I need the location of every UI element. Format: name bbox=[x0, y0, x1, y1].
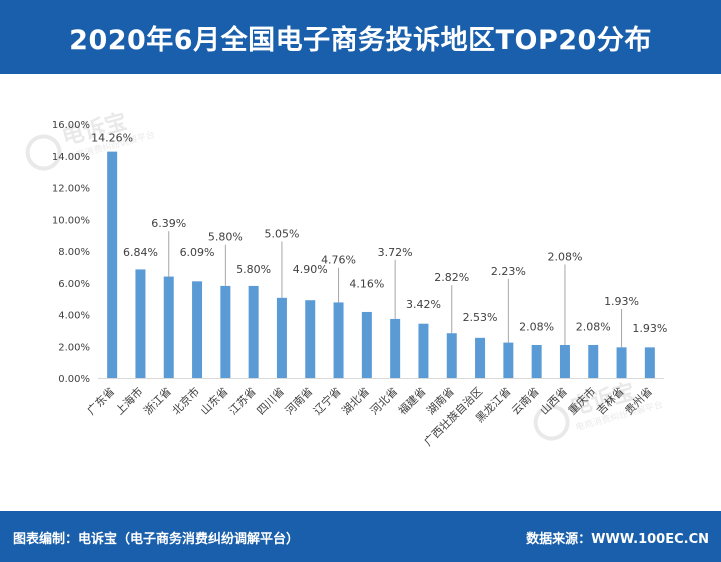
y-axis: 0.00%2.00%4.00%6.00%8.00%10.00%12.00%14.… bbox=[52, 120, 664, 385]
y-tick-label: 0.00% bbox=[58, 374, 90, 385]
value-label: 2.82% bbox=[434, 271, 469, 284]
bar-7 bbox=[276, 297, 287, 378]
bar-13 bbox=[446, 333, 457, 378]
x-tick-label: 浙江省 bbox=[141, 385, 174, 418]
value-label: 3.72% bbox=[378, 246, 413, 259]
x-tick-label: 上海市 bbox=[112, 384, 145, 417]
bar-19 bbox=[616, 347, 627, 378]
bar-14 bbox=[475, 337, 486, 378]
watermark-icon bbox=[25, 134, 62, 171]
y-tick-label: 12.00% bbox=[52, 184, 90, 195]
value-label: 4.76% bbox=[321, 254, 356, 267]
y-tick-label: 10.00% bbox=[52, 215, 90, 226]
y-tick-label: 4.00% bbox=[58, 311, 90, 322]
value-label: 5.05% bbox=[264, 228, 299, 241]
value-label: 2.08% bbox=[547, 251, 582, 264]
x-tick-label: 北京市 bbox=[169, 384, 202, 417]
chart-area: 电诉宝 电商消费纠纷调解平台 电诉宝 电商消费纠纷调解平台 0.00% 2.00% 4.0… bbox=[0, 74, 721, 511]
watermark-icon bbox=[533, 404, 570, 441]
bar-11 bbox=[390, 318, 401, 378]
x-tick-label: 广东省 bbox=[85, 385, 118, 418]
x-tick-label: 辽宁省 bbox=[310, 384, 343, 417]
footer-bar: 图表编制：电诉宝（电子商务消费纠纷调解平台） 数据来源：WWW.100EC.CN bbox=[0, 511, 721, 562]
bar-8 bbox=[305, 300, 316, 378]
value-label: 3.42% bbox=[406, 298, 441, 311]
value-label: 2.53% bbox=[463, 311, 498, 324]
value-label: 14.26% bbox=[91, 131, 133, 144]
y-tick-label: 2.00% bbox=[58, 342, 90, 353]
value-label: 2.08% bbox=[576, 320, 611, 333]
bar-15 bbox=[503, 342, 514, 378]
bar-4 bbox=[192, 281, 203, 378]
value-label: 4.16% bbox=[349, 278, 384, 291]
bar-16 bbox=[531, 344, 542, 378]
value-label: 6.09% bbox=[180, 246, 215, 259]
bars bbox=[107, 151, 655, 378]
x-tick-label: 山东省 bbox=[198, 385, 231, 418]
value-label: 2.08% bbox=[519, 320, 554, 333]
y-tick-label: 14.00% bbox=[52, 152, 90, 163]
x-tick-label: 福建省 bbox=[395, 384, 428, 417]
bar-10 bbox=[361, 311, 372, 378]
bar-1 bbox=[107, 151, 118, 378]
label-leader-lines bbox=[168, 231, 623, 348]
bar-5 bbox=[220, 285, 231, 378]
bar-20 bbox=[644, 347, 655, 378]
value-label: 2.23% bbox=[491, 265, 526, 278]
y-tick-label: 6.00% bbox=[58, 279, 90, 290]
x-tick-label: 河北省 bbox=[368, 385, 401, 418]
value-label: 6.39% bbox=[151, 217, 186, 230]
value-label: 6.84% bbox=[123, 246, 158, 259]
y-tick-label: 16.00% bbox=[52, 120, 90, 131]
footer-credit: 图表编制：电诉宝（电子商务消费纠纷调解平台） bbox=[13, 532, 300, 547]
bar-2 bbox=[135, 269, 146, 378]
bar-18 bbox=[588, 344, 599, 378]
value-label: 5.80% bbox=[208, 231, 243, 244]
value-label: 5.80% bbox=[236, 263, 271, 276]
value-label: 1.93% bbox=[632, 322, 667, 335]
value-labels: 14.26% 6.84% 6.39% 6.09% 5.80% 5.80% 5.05% 4.90… bbox=[91, 131, 667, 335]
bar-3 bbox=[163, 276, 174, 378]
bar-6 bbox=[248, 285, 259, 378]
x-tick-label: 湖北省 bbox=[339, 385, 372, 418]
bar-17 bbox=[559, 344, 570, 378]
bar-12 bbox=[418, 323, 429, 378]
value-label: 1.93% bbox=[604, 295, 639, 308]
value-label: 4.90% bbox=[293, 263, 328, 276]
x-tick-labels: 广东省上海市浙江省北京市山东省江苏省四川省河南省辽宁省湖北省河北省福建省湖南省广… bbox=[85, 384, 655, 448]
x-tick-label: 河南省 bbox=[283, 385, 316, 418]
chart-title: 2020年6月全国电子商务投诉地区TOP20分布 bbox=[69, 24, 652, 56]
footer-source: 数据来源：WWW.100EC.CN bbox=[526, 532, 709, 547]
x-tick-label: 四川省 bbox=[255, 385, 288, 418]
x-tick-label: 江苏省 bbox=[226, 385, 259, 418]
bar-9 bbox=[333, 302, 344, 378]
y-tick-label: 8.00% bbox=[58, 247, 90, 258]
header-bar: 2020年6月全国电子商务投诉地区TOP20分布 bbox=[0, 0, 721, 74]
